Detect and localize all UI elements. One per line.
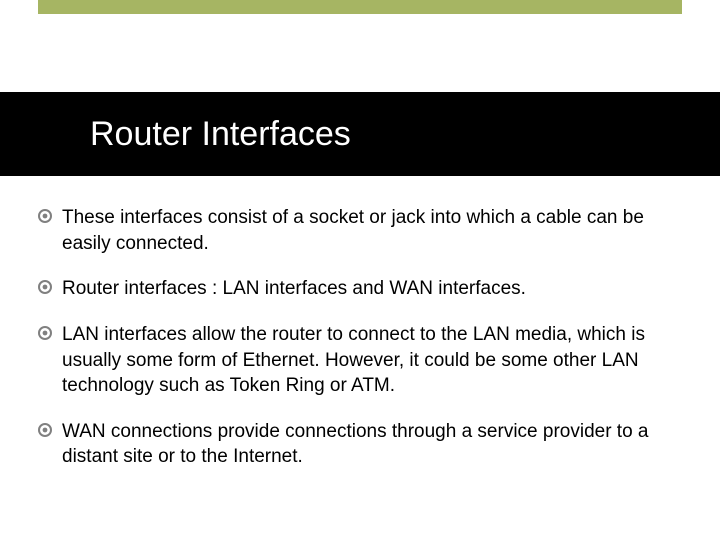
bullet-icon: [38, 209, 52, 223]
accent-bar: [38, 0, 682, 14]
bullet-text: These interfaces consist of a socket or …: [62, 205, 682, 256]
bullet-icon: [38, 326, 52, 340]
title-band: Router Interfaces: [0, 92, 720, 176]
list-item: LAN interfaces allow the router to conne…: [38, 322, 682, 399]
list-item: Router interfaces : LAN interfaces and W…: [38, 276, 682, 302]
bullet-text: Router interfaces : LAN interfaces and W…: [62, 276, 682, 302]
page-title: Router Interfaces: [0, 115, 351, 154]
list-item: These interfaces consist of a socket or …: [38, 205, 682, 256]
bullet-icon: [38, 423, 52, 437]
list-item: WAN connections provide connections thro…: [38, 419, 682, 470]
content-area: These interfaces consist of a socket or …: [38, 205, 682, 490]
bullet-icon: [38, 280, 52, 294]
bullet-text: WAN connections provide connections thro…: [62, 419, 682, 470]
bullet-text: LAN interfaces allow the router to conne…: [62, 322, 682, 399]
